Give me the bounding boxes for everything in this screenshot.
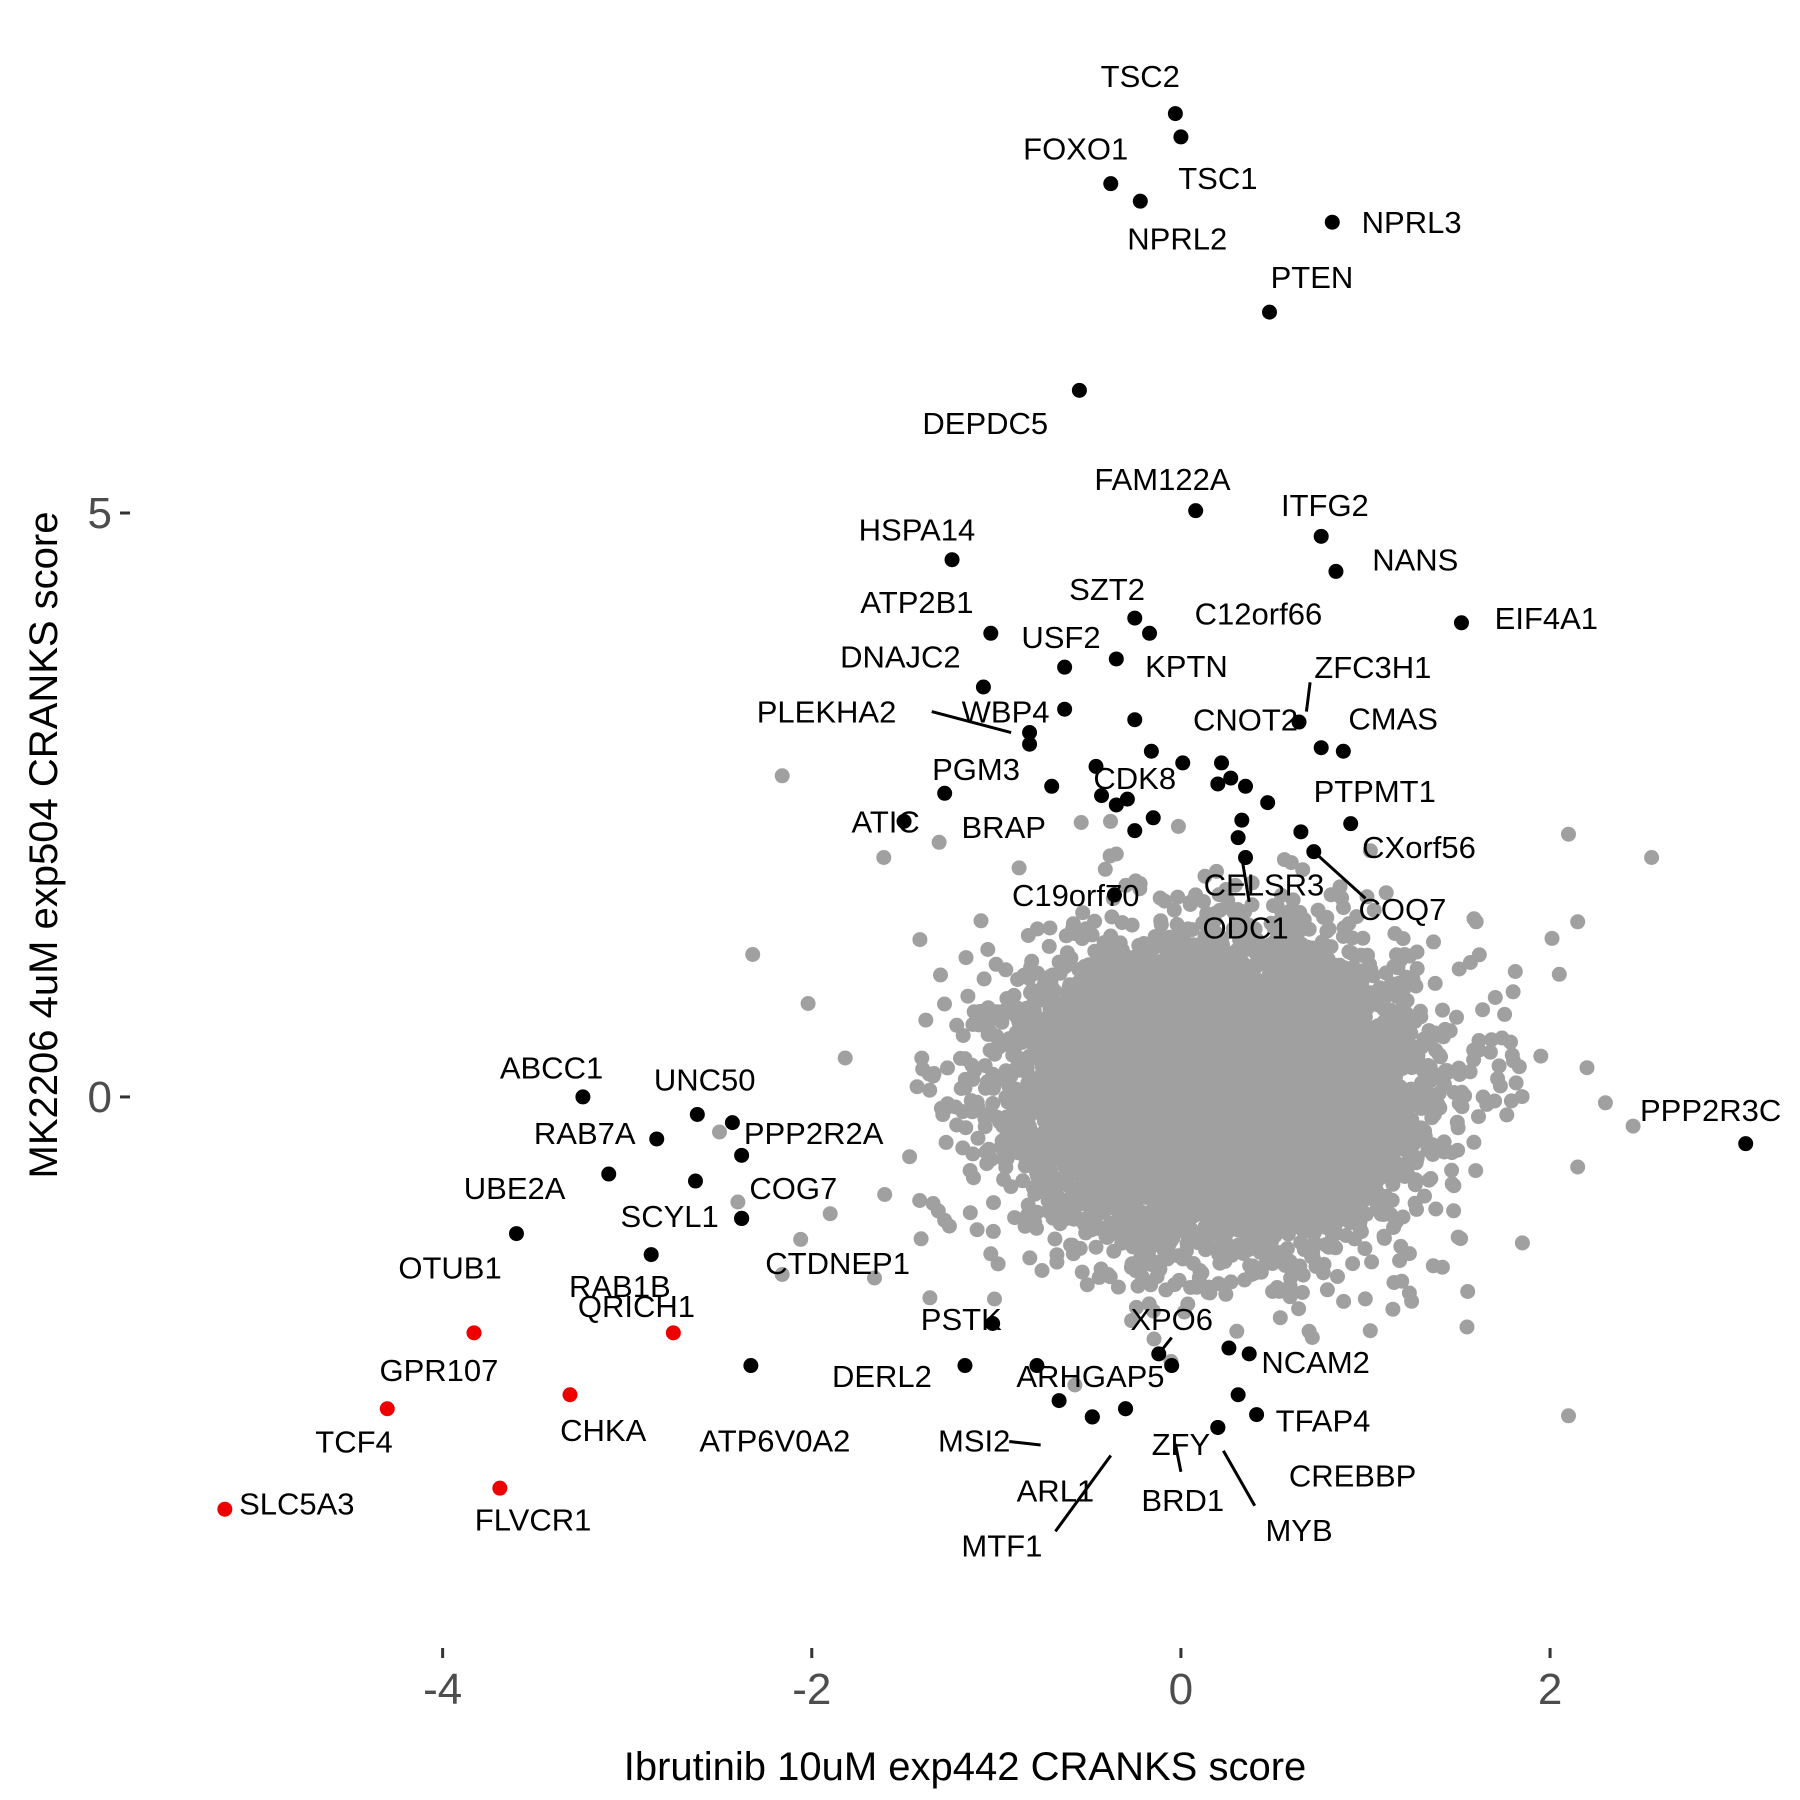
background-point bbox=[985, 1066, 1001, 1082]
background-point bbox=[985, 1223, 1001, 1239]
background-point bbox=[1157, 893, 1173, 909]
background-point bbox=[915, 1061, 931, 1077]
background-point bbox=[1357, 1291, 1373, 1307]
background-point bbox=[970, 1130, 986, 1146]
background-point bbox=[986, 1195, 1001, 1211]
background-point bbox=[977, 1119, 993, 1135]
background-point bbox=[979, 1156, 995, 1172]
background-point bbox=[1088, 1239, 1104, 1255]
background-point bbox=[1294, 1285, 1310, 1300]
background-point bbox=[1433, 1049, 1448, 1065]
background-point bbox=[938, 1134, 954, 1150]
background-point bbox=[926, 1066, 942, 1081]
background-point bbox=[1487, 990, 1503, 1005]
background-point bbox=[902, 1149, 918, 1165]
background-point bbox=[1093, 1261, 1109, 1277]
background-point bbox=[1466, 1134, 1482, 1150]
background-point bbox=[1335, 929, 1351, 944]
background-point bbox=[1047, 1231, 1063, 1247]
background-point bbox=[1482, 1044, 1498, 1060]
background-point bbox=[1511, 1059, 1527, 1075]
background-point bbox=[913, 1231, 929, 1247]
background-point bbox=[1475, 1089, 1491, 1105]
background-points bbox=[712, 768, 1660, 1424]
background-point bbox=[996, 1171, 1012, 1187]
background-point bbox=[1362, 1323, 1378, 1339]
background-point bbox=[1230, 902, 1246, 917]
background-point bbox=[990, 1256, 1006, 1272]
background-point bbox=[1435, 1002, 1450, 1018]
background-point bbox=[1124, 917, 1140, 933]
background-point bbox=[1042, 920, 1058, 936]
background-point bbox=[966, 1170, 981, 1186]
background-point bbox=[912, 932, 928, 948]
background-point bbox=[976, 971, 992, 987]
background-point bbox=[1195, 915, 1211, 931]
background-point bbox=[1041, 938, 1057, 954]
background-point bbox=[837, 1050, 853, 1066]
background-point bbox=[1378, 885, 1394, 901]
background-point bbox=[1544, 930, 1560, 946]
background-point bbox=[1223, 1274, 1239, 1290]
background-point bbox=[940, 1060, 955, 1076]
background-point bbox=[1446, 1178, 1462, 1194]
background-point bbox=[1395, 931, 1411, 947]
background-point bbox=[922, 1082, 938, 1098]
background-point bbox=[1104, 909, 1120, 925]
background-point bbox=[1291, 1301, 1307, 1317]
background-point bbox=[1197, 868, 1213, 884]
background-point bbox=[1072, 1240, 1088, 1256]
background-point bbox=[1130, 1278, 1146, 1294]
background-point bbox=[1022, 1250, 1038, 1266]
background-point bbox=[969, 1222, 985, 1238]
background-point bbox=[1229, 1323, 1245, 1339]
background-point bbox=[1010, 972, 1026, 987]
background-point bbox=[1218, 1286, 1234, 1302]
background-point bbox=[1330, 1269, 1345, 1284]
background-point bbox=[1362, 843, 1378, 859]
background-point bbox=[1272, 1310, 1288, 1326]
background-point bbox=[1450, 1142, 1466, 1158]
background-point bbox=[877, 1187, 893, 1202]
background-point bbox=[1491, 1058, 1507, 1074]
background-point bbox=[1196, 894, 1211, 910]
background-point bbox=[1408, 978, 1424, 994]
background-point bbox=[962, 1205, 978, 1221]
background-point bbox=[1345, 1256, 1361, 1272]
background-point bbox=[1417, 1123, 1433, 1139]
background-point bbox=[914, 1050, 930, 1066]
background-point bbox=[1444, 1162, 1460, 1178]
background-point bbox=[1336, 1293, 1352, 1309]
background-point bbox=[1475, 1002, 1491, 1018]
background-point bbox=[937, 996, 952, 1012]
background-point bbox=[1010, 1125, 1026, 1141]
background-point bbox=[1366, 902, 1382, 918]
background-point bbox=[1468, 1163, 1484, 1179]
background-point bbox=[980, 942, 996, 957]
background-point bbox=[1244, 875, 1260, 891]
background-point bbox=[1079, 1277, 1095, 1293]
background-point bbox=[933, 967, 948, 983]
background-point bbox=[1195, 1236, 1211, 1252]
background-point bbox=[1394, 1273, 1410, 1289]
background-point bbox=[1376, 1228, 1392, 1244]
background-point bbox=[1049, 1247, 1065, 1263]
background-point bbox=[1067, 1377, 1083, 1393]
